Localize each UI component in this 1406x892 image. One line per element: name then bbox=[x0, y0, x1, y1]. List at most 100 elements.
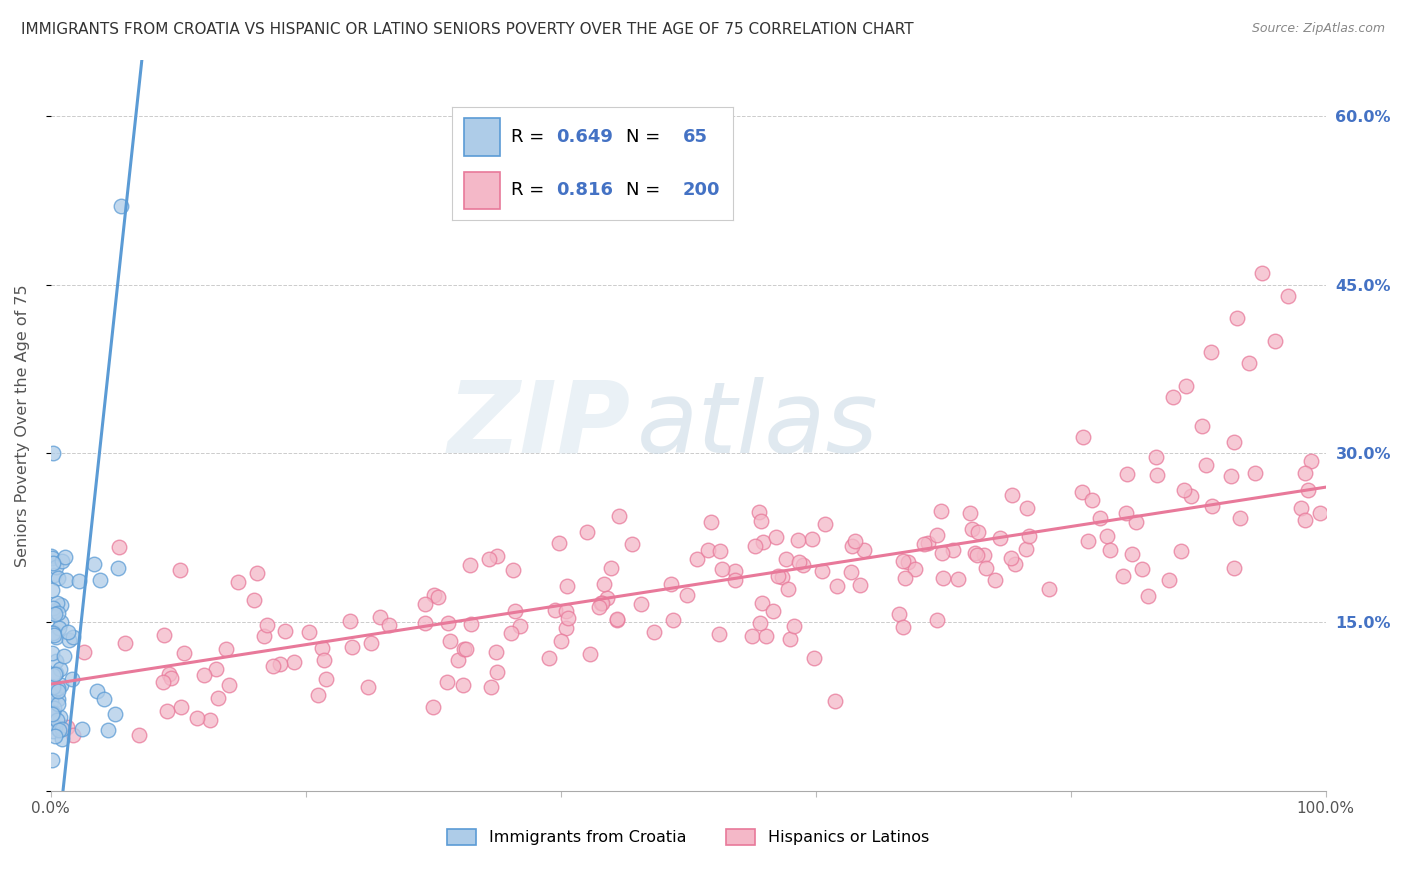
Point bbox=[46, 606, 69, 620]
Point bbox=[1294, 513, 1316, 527]
Point bbox=[42, 601, 65, 615]
Point bbox=[942, 542, 965, 557]
Point bbox=[368, 610, 391, 624]
Point bbox=[42, 684, 65, 698]
Point bbox=[339, 614, 361, 628]
Point bbox=[810, 564, 832, 578]
Point bbox=[60, 672, 83, 686]
Point bbox=[959, 506, 981, 520]
Point bbox=[1015, 541, 1038, 556]
Point bbox=[256, 617, 278, 632]
Point bbox=[454, 642, 477, 657]
Point bbox=[891, 620, 914, 634]
Point bbox=[844, 534, 866, 549]
Point bbox=[662, 614, 685, 628]
Point bbox=[825, 579, 848, 593]
Point bbox=[52, 649, 75, 664]
Point bbox=[925, 528, 948, 542]
Point bbox=[49, 710, 72, 724]
Point bbox=[853, 542, 876, 557]
Point bbox=[502, 563, 524, 577]
Point bbox=[931, 504, 953, 518]
Point bbox=[93, 692, 115, 706]
Point bbox=[243, 593, 266, 607]
Point bbox=[1077, 533, 1099, 548]
Point bbox=[1239, 356, 1261, 370]
Point bbox=[46, 595, 69, 609]
Point bbox=[413, 616, 436, 631]
Point bbox=[58, 633, 80, 648]
Point bbox=[557, 611, 579, 625]
Point bbox=[45, 654, 67, 668]
Point bbox=[436, 674, 458, 689]
Point bbox=[1173, 483, 1195, 497]
Point bbox=[215, 642, 238, 657]
Point bbox=[766, 569, 789, 583]
Point bbox=[72, 722, 94, 736]
Point bbox=[41, 549, 63, 563]
Point bbox=[253, 628, 276, 642]
Point bbox=[1244, 467, 1267, 481]
Point bbox=[755, 629, 778, 643]
Point bbox=[42, 667, 65, 681]
Point bbox=[157, 667, 180, 681]
Point bbox=[1277, 289, 1299, 303]
Point bbox=[931, 571, 953, 585]
Point bbox=[152, 674, 174, 689]
Point bbox=[453, 678, 475, 692]
Point bbox=[779, 632, 801, 646]
Point bbox=[555, 579, 578, 593]
Point bbox=[630, 597, 652, 611]
Point bbox=[42, 680, 65, 694]
Point bbox=[44, 720, 66, 734]
Point bbox=[965, 546, 987, 560]
Y-axis label: Seniors Poverty Over the Age of 75: Seniors Poverty Over the Age of 75 bbox=[15, 284, 30, 566]
Point bbox=[458, 558, 481, 573]
Point bbox=[42, 568, 65, 582]
Point bbox=[700, 515, 723, 529]
Point bbox=[1291, 500, 1313, 515]
Point bbox=[724, 573, 747, 587]
Point bbox=[110, 199, 132, 213]
Point bbox=[89, 573, 111, 587]
Point bbox=[274, 624, 297, 639]
Point bbox=[904, 562, 927, 576]
Point bbox=[576, 525, 599, 540]
Point bbox=[39, 694, 62, 708]
Point bbox=[770, 570, 793, 584]
Point bbox=[925, 613, 948, 627]
Point bbox=[86, 684, 108, 698]
Point bbox=[437, 615, 460, 630]
Point bbox=[1299, 454, 1322, 468]
Point bbox=[675, 588, 697, 602]
Text: Source: ZipAtlas.com: Source: ZipAtlas.com bbox=[1251, 22, 1385, 36]
Point bbox=[621, 537, 644, 551]
Point bbox=[51, 731, 73, 746]
Point bbox=[1296, 483, 1319, 497]
Point bbox=[1112, 569, 1135, 583]
Point bbox=[152, 627, 174, 641]
Point bbox=[41, 706, 63, 721]
Point bbox=[340, 640, 363, 654]
Text: ZIP: ZIP bbox=[449, 376, 631, 474]
Point bbox=[1294, 466, 1316, 480]
Point bbox=[1137, 589, 1160, 603]
Point bbox=[984, 573, 1007, 587]
Point bbox=[447, 653, 470, 667]
Point bbox=[62, 728, 84, 742]
Point bbox=[1161, 390, 1184, 404]
Point bbox=[803, 651, 825, 665]
Point bbox=[1115, 467, 1137, 481]
Point bbox=[44, 666, 66, 681]
Point bbox=[988, 531, 1011, 545]
Point bbox=[1146, 450, 1168, 464]
Point bbox=[1223, 435, 1246, 450]
Point bbox=[606, 613, 628, 627]
Point bbox=[1001, 488, 1024, 502]
Point bbox=[1071, 485, 1094, 500]
Point bbox=[966, 548, 988, 562]
Point bbox=[422, 700, 444, 714]
Point bbox=[778, 582, 800, 597]
Text: atlas: atlas bbox=[637, 376, 879, 474]
Point bbox=[44, 729, 66, 743]
